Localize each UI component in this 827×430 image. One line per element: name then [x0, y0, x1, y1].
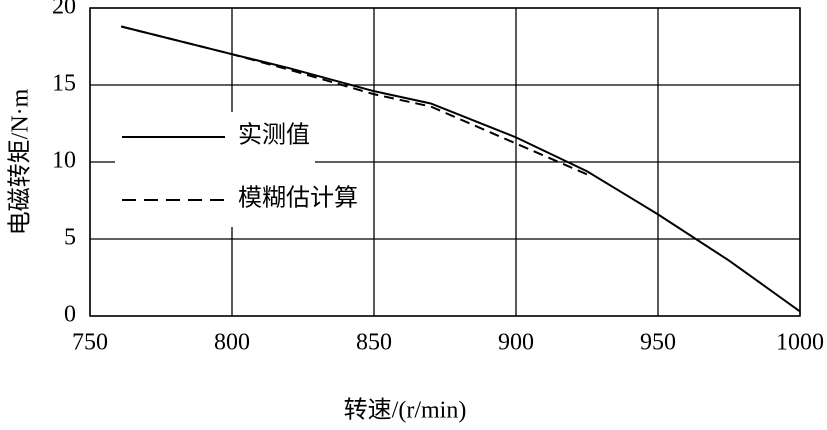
x-tick-label: 850: [356, 330, 392, 356]
plot-frame: [89, 7, 801, 317]
x-tick-label: 1000: [776, 330, 824, 356]
y-axis-label: 电磁转矩/N·m: [7, 88, 34, 235]
legend-label: 模糊估计算: [238, 185, 358, 212]
x-tick-label: 800: [214, 330, 250, 356]
y-tick-label: 10: [52, 148, 76, 174]
legend-background: [115, 112, 315, 227]
x-tick-label: 950: [640, 330, 676, 356]
legend-label: 实测值: [238, 122, 310, 149]
y-tick-label: 15: [52, 71, 76, 97]
x-tick-label: 750: [72, 330, 108, 356]
series-line: [120, 25, 801, 313]
series-line: [120, 25, 588, 176]
y-tick-label: 0: [64, 302, 76, 328]
x-tick-label: 900: [498, 330, 534, 356]
x-axis-label: 转速/(r/min): [344, 397, 467, 424]
y-tick-label: 20: [52, 0, 76, 20]
y-tick-label: 5: [64, 225, 76, 251]
